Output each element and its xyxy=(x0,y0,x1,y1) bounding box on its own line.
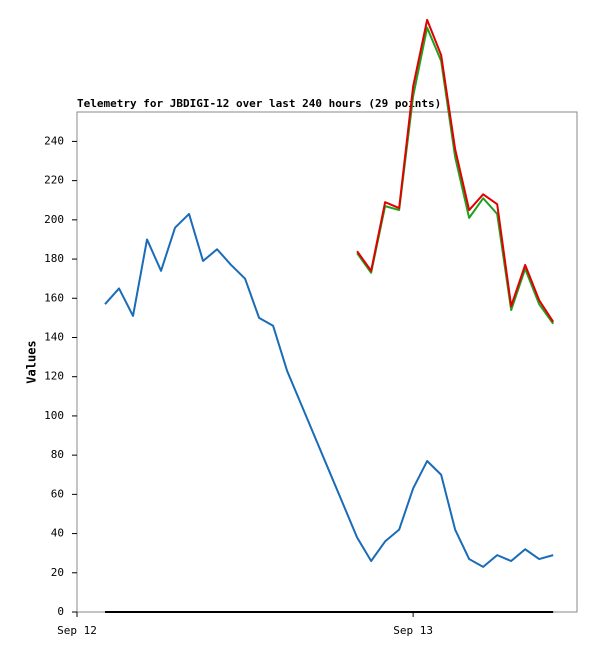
x-tick-label: Sep 13 xyxy=(393,624,433,637)
y-tick-label: 240 xyxy=(44,134,64,147)
y-tick-label: 180 xyxy=(44,252,64,265)
y-tick-label: 220 xyxy=(44,174,64,187)
y-tick-label: 160 xyxy=(44,291,64,304)
series-line xyxy=(104,212,554,568)
y-tick-label: 140 xyxy=(44,330,64,343)
y-tick-label: 20 xyxy=(51,566,64,579)
chart-title: Telemetry for JBDIGI-12 over last 240 ho… xyxy=(77,97,441,110)
series-line xyxy=(356,18,555,323)
y-tick-label: 120 xyxy=(44,370,64,383)
y-tick-label: 60 xyxy=(51,487,64,500)
x-tick-label: Sep 12 xyxy=(57,624,97,637)
y-tick-label: 80 xyxy=(51,448,64,461)
plot-frame xyxy=(76,111,578,613)
series-line xyxy=(356,26,555,325)
y-tick-label: 40 xyxy=(51,527,64,540)
y-tick-label: 200 xyxy=(44,213,64,226)
y-tick-label: 100 xyxy=(44,409,64,422)
y-tick-label: 0 xyxy=(57,605,64,618)
y-axis-label: Values xyxy=(25,340,39,383)
